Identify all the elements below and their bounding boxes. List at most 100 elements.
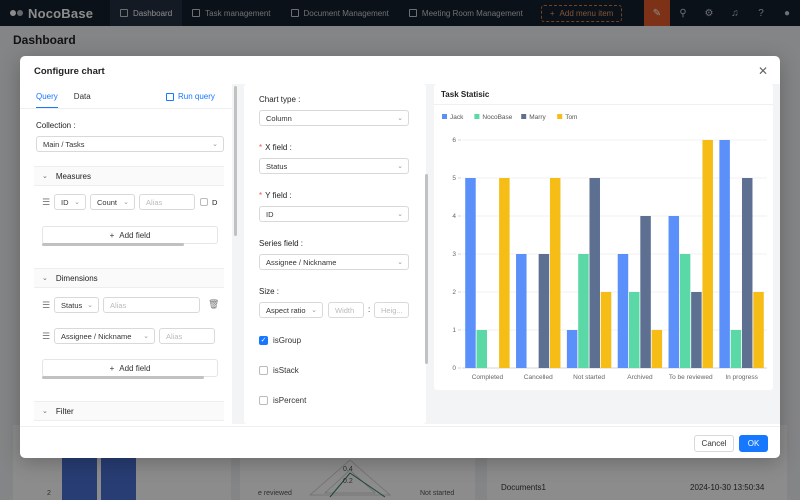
chevron-down-icon: ⌄ <box>143 333 149 340</box>
dimension-field-select[interactable]: Status ⌄ <box>54 297 99 313</box>
close-icon[interactable]: ✕ <box>757 64 769 78</box>
dimension-alias-input[interactable]: Alias <box>103 297 200 313</box>
x-tick-label: To be reviewed <box>669 374 713 381</box>
background-radar-tick: 0.4 <box>343 466 353 473</box>
nav-item-dashboard[interactable]: Dashboard <box>110 0 183 26</box>
nav-item-meeting-room-management[interactable]: Meeting Room Management <box>399 0 533 26</box>
trash-icon[interactable]: 🗑 <box>208 299 220 309</box>
is-group-checkbox[interactable]: ✓ <box>259 336 268 345</box>
dimensions-section-header[interactable]: ⌄ Dimensions <box>34 268 224 288</box>
y-field-select[interactable]: ID ⌄ <box>259 206 409 222</box>
dimension-field-value: Status <box>61 300 83 310</box>
tab-divider <box>20 108 232 109</box>
measure-field-select[interactable]: ID ⌄ <box>54 194 86 210</box>
distinct-checkbox[interactable] <box>200 198 208 206</box>
size-separator: : <box>368 305 371 314</box>
dimensions-label: Dimensions <box>55 273 98 283</box>
alias-placeholder: Alias <box>166 331 183 341</box>
bar <box>578 254 589 368</box>
background-label: Not started <box>420 490 455 497</box>
add-measure-button[interactable]: + Add field <box>42 226 218 244</box>
chart-preview-panel: Task Statisic Jack NocoBase Marry Tom 0 1 2 3 4 5… <box>434 84 773 390</box>
modal-title: Configure chart <box>34 66 105 77</box>
chevron-down-icon: ⌄ <box>212 141 218 148</box>
chevron-down-icon: ⌄ <box>42 173 48 180</box>
alias-placeholder: Alias <box>110 300 127 310</box>
legend-label: Tom <box>565 114 577 121</box>
collection-value: Main / Tasks <box>43 139 85 149</box>
height-input[interactable]: Heig... <box>374 302 409 318</box>
add-field-label: Add field <box>119 363 151 373</box>
brand-logo[interactable]: NocoBase <box>0 0 110 26</box>
background-bar <box>101 455 136 500</box>
x-tick-label: Completed <box>472 374 504 381</box>
chart-config-panel: Chart type : Column ⌄ * X field : Status … <box>244 84 426 424</box>
width-input[interactable]: Width <box>328 302 364 318</box>
legend-label: NocoBase <box>482 114 512 121</box>
collection-select[interactable]: Main / Tasks ⌄ <box>36 136 224 152</box>
bar <box>476 330 488 368</box>
measure-alias-input[interactable]: Alias <box>139 194 195 210</box>
x-tick-label: Not started <box>573 374 605 381</box>
legend-swatch <box>521 114 527 119</box>
is-stack-checkbox[interactable] <box>259 366 268 375</box>
ui-editor-icon[interactable]: ✎ <box>644 0 670 26</box>
y-tick-label: 4 <box>452 213 456 220</box>
drag-handle-icon[interactable]: ☰ <box>42 300 51 310</box>
nav-item-document-management[interactable]: Document Management <box>281 0 399 26</box>
chart-type-select[interactable]: Column ⌄ <box>259 110 409 126</box>
config-vertical-scrollbar[interactable] <box>425 174 428 364</box>
plugin-icon[interactable]: ⚲ <box>679 7 687 19</box>
bar <box>679 254 691 368</box>
chevron-down-icon: ⌄ <box>397 115 403 122</box>
chevron-down-icon: ⌄ <box>123 199 129 206</box>
horizontal-scrollbar[interactable] <box>42 376 204 379</box>
help-icon[interactable]: ? <box>758 7 764 19</box>
tab-data[interactable]: Data <box>73 92 91 101</box>
settings-icon[interactable]: ⚙ <box>704 7 714 19</box>
measures-section-header[interactable]: ⌄ Measures <box>34 166 224 186</box>
horizontal-scrollbar[interactable] <box>42 243 184 246</box>
measure-aggregation-select[interactable]: Count ⌄ <box>90 194 135 210</box>
bell-icon[interactable]: ♫ <box>731 7 739 19</box>
add-menu-item-button[interactable]: + Add menu item <box>540 4 623 22</box>
legend-swatch <box>474 114 480 119</box>
measure-agg-value: Count <box>97 197 118 207</box>
modal-footer: Cancel OK <box>20 426 780 458</box>
x-field-select[interactable]: Status ⌄ <box>259 158 409 174</box>
query-vertical-scrollbar[interactable] <box>234 86 237 236</box>
filter-section-header[interactable]: ⌄ Filter <box>34 401 224 421</box>
run-query-button[interactable]: Run query <box>166 92 215 101</box>
bar <box>741 178 753 368</box>
chevron-down-icon: ⌄ <box>42 275 48 282</box>
drag-handle-icon[interactable]: ☰ <box>42 197 51 207</box>
add-dimension-button[interactable]: + Add field <box>42 359 218 377</box>
modal-body: Query Data Run query Collection : Main /… <box>20 84 780 424</box>
is-group-label: isGroup <box>273 336 302 345</box>
tab-query[interactable]: Query <box>36 92 58 109</box>
is-percent-checkbox[interactable] <box>259 396 268 405</box>
bar <box>691 292 702 368</box>
series-field-select[interactable]: Assignee / Nickname ⌄ <box>259 254 409 270</box>
background-row-title: Documents1 <box>501 483 546 492</box>
cancel-button[interactable]: Cancel <box>694 435 734 452</box>
bar <box>651 330 663 368</box>
user-icon[interactable]: ● <box>783 7 791 19</box>
nav-label: Meeting Room Management <box>421 8 523 18</box>
size-mode-select[interactable]: Aspect ratio ⌄ <box>259 302 323 318</box>
x-field-value: Status <box>266 161 288 171</box>
top-navbar: NocoBase Dashboard Task management Docum… <box>0 0 800 26</box>
chart-type-value: Column <box>266 113 292 123</box>
dimension-alias-input[interactable]: Alias <box>159 328 215 344</box>
plus-icon: + <box>109 230 115 240</box>
dimension-field-select[interactable]: Assignee / Nickname ⌄ <box>54 328 155 344</box>
nav-item-task-management[interactable]: Task management <box>182 0 280 26</box>
bar <box>629 292 640 368</box>
chevron-down-icon: ⌄ <box>397 211 403 218</box>
measures-label: Measures <box>55 171 91 181</box>
height-placeholder: Heig... <box>381 305 403 315</box>
drag-handle-icon[interactable]: ☰ <box>42 331 51 341</box>
size-mode-value: Aspect ratio <box>266 305 306 315</box>
ok-button[interactable]: OK <box>739 435 768 452</box>
brand-name: NocoBase <box>28 5 94 21</box>
